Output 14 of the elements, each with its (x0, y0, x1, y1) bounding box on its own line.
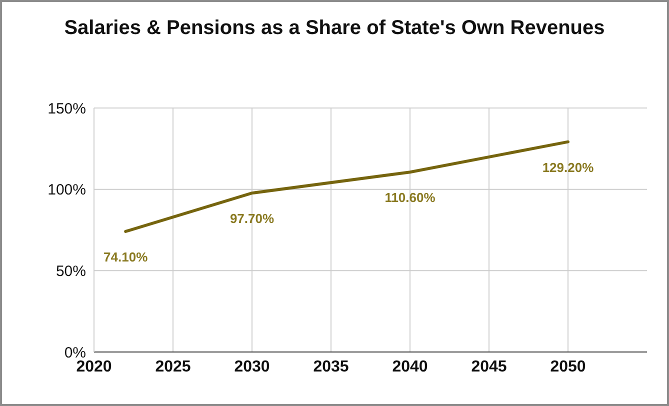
y-tick-label: 100% (48, 182, 86, 199)
data-label: 97.70% (230, 211, 274, 226)
chart-title: Salaries & Pensions as a Share of State's Own Revenues (63, 16, 606, 41)
data-label: 110.60% (384, 190, 436, 206)
x-tick-label: 2030 (234, 358, 270, 376)
data-label: 129.20% (542, 160, 594, 175)
x-tick-label: 2035 (313, 358, 349, 376)
x-tick-label: 2025 (155, 358, 191, 376)
y-tick-label: 150% (48, 100, 86, 118)
y-tick-label: 50% (56, 262, 86, 280)
data-label: 74.10% (104, 249, 148, 264)
x-tick-label: 2040 (392, 358, 428, 376)
x-tick-label: 2050 (550, 358, 586, 376)
x-tick-label: 2045 (471, 358, 507, 376)
